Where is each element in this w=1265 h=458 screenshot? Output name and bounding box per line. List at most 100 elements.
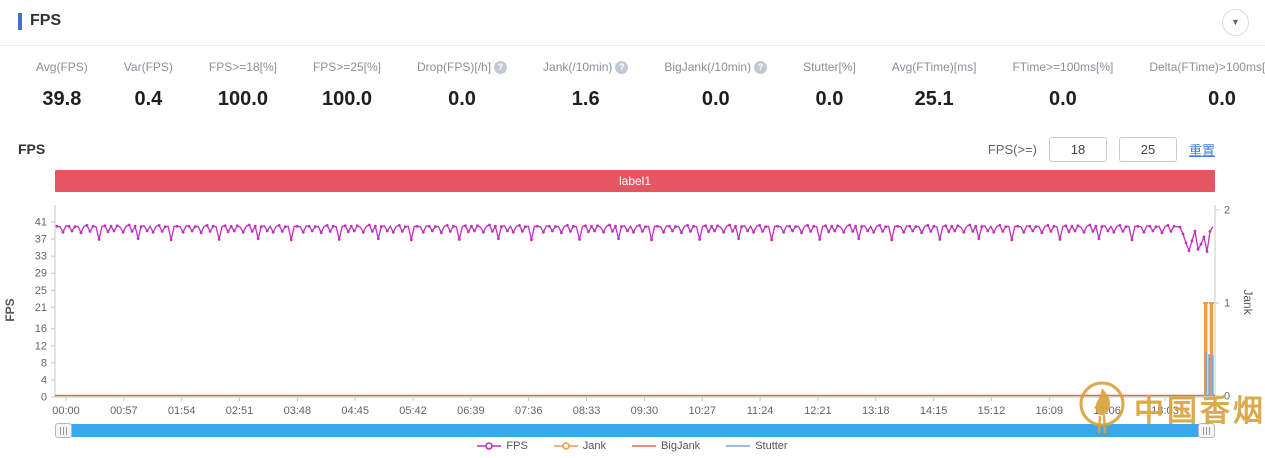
stat-7: Stutter[%] 0.0	[797, 60, 862, 111]
stat-value: 0.0	[701, 88, 730, 110]
legend-marker-icon	[477, 442, 502, 450]
legend-item-bigjank[interactable]: BigJank	[632, 440, 700, 452]
svg-text:1: 1	[1224, 298, 1230, 310]
stat-value: 1.6	[571, 88, 600, 110]
stat-value: 0.0	[1208, 88, 1236, 110]
legend-label: FPS	[506, 440, 528, 452]
stat-label: FPS>=25[%]	[312, 60, 382, 74]
stat-label: Avg(FTime)[ms]	[891, 60, 977, 74]
stat-value: 100.0	[321, 88, 373, 110]
svg-text:00:57: 00:57	[110, 405, 138, 417]
fps-threshold-input-1[interactable]	[1048, 137, 1107, 162]
stat-label: Var(FPS)	[123, 60, 173, 74]
svg-text:04:45: 04:45	[341, 405, 369, 417]
svg-text:Jank: Jank	[1241, 289, 1255, 315]
svg-text:10:27: 10:27	[688, 405, 716, 417]
svg-text:14:15: 14:15	[920, 405, 948, 417]
stat-9: FTime>=100ms[%] 0.0	[1006, 60, 1119, 111]
stat-3: FPS>=25[%] 100.0	[307, 60, 387, 111]
accent-bar	[18, 12, 22, 30]
svg-text:17:06: 17:06	[1093, 405, 1121, 417]
legend-label: BigJank	[661, 440, 701, 452]
stat-6: BigJank(/10min)? 0.0	[658, 60, 773, 111]
help-icon[interactable]: ?	[615, 60, 629, 74]
stat-1: Var(FPS) 0.4	[118, 60, 179, 111]
stat-value: 39.8	[42, 88, 82, 110]
svg-text:01:54: 01:54	[168, 405, 196, 417]
svg-text:4: 4	[41, 374, 47, 386]
svg-text:29: 29	[35, 268, 47, 280]
chart-legend: FPS Jank BigJank Stutter	[0, 440, 1265, 452]
stat-value: 25.1	[914, 88, 954, 110]
chart-axis-title: FPS	[18, 141, 46, 157]
legend-item-jank[interactable]: Jank	[553, 440, 607, 452]
stat-value: 0.0	[448, 88, 476, 110]
stat-label: Drop(FPS)[/h]?	[417, 60, 508, 74]
legend-item-fps[interactable]: FPS	[477, 440, 528, 452]
stat-label: Jank(/10min)?	[543, 60, 629, 74]
svg-text:05:42: 05:42	[399, 405, 427, 417]
chart-scrollbar-track[interactable]	[56, 424, 1215, 437]
svg-text:06:39: 06:39	[457, 405, 485, 417]
fps-threshold-input-2[interactable]	[1118, 137, 1177, 162]
stat-label: Stutter[%]	[803, 60, 856, 74]
stat-value: 0.0	[1049, 88, 1077, 110]
svg-text:0: 0	[41, 392, 47, 404]
svg-text:0: 0	[1224, 391, 1230, 403]
stat-value: 100.0	[217, 88, 268, 110]
help-icon[interactable]: ?	[494, 60, 508, 74]
legend-label: Jank	[582, 440, 607, 452]
legend-marker-icon	[553, 442, 578, 450]
svg-text:25: 25	[35, 285, 47, 297]
stat-10: Delta(FTime)>100ms[/h]? 0.0	[1143, 60, 1265, 111]
stat-8: Avg(FTime)[ms] 25.1	[886, 60, 983, 111]
svg-text:03:48: 03:48	[284, 405, 312, 417]
scrollbar-handle-right[interactable]	[1198, 423, 1215, 438]
stat-label: Avg(FPS)	[36, 60, 88, 74]
svg-text:8: 8	[41, 357, 47, 369]
svg-text:09:30: 09:30	[631, 405, 659, 417]
header-divider	[0, 45, 1265, 46]
svg-text:11:24: 11:24	[747, 405, 774, 417]
caret-down-icon: ▼	[1231, 17, 1240, 27]
stat-label: BigJank(/10min)?	[664, 60, 768, 74]
svg-text:16: 16	[35, 323, 47, 335]
svg-text:2: 2	[1224, 205, 1230, 217]
stat-value: 0.0	[815, 88, 844, 110]
reset-link[interactable]: 重置	[1188, 143, 1215, 158]
svg-text:21: 21	[35, 302, 47, 314]
svg-text:33: 33	[35, 251, 47, 263]
fps-ge-label: FPS(>=)	[987, 142, 1037, 157]
stat-label: FTime>=100ms[%]	[1012, 60, 1114, 74]
scrollbar-handle-left[interactable]	[55, 423, 72, 438]
fps-threshold-controls: FPS(>=) 重置	[988, 137, 1215, 162]
svg-text:13:18: 13:18	[862, 405, 890, 417]
help-icon[interactable]: ?	[754, 60, 768, 74]
stat-label: Delta(FTime)>100ms[/h]?	[1149, 60, 1265, 74]
stat-2: FPS>=18[%] 100.0	[203, 60, 283, 111]
grip-icon	[59, 426, 68, 435]
stat-label: FPS>=18[%]	[208, 60, 277, 74]
svg-text:07:36: 07:36	[515, 405, 543, 417]
legend-marker-icon	[632, 445, 657, 447]
svg-text:41: 41	[35, 217, 47, 229]
timeline-label-banner: label1	[55, 170, 1215, 192]
panel-header: FPS	[18, 12, 61, 30]
svg-text:37: 37	[35, 234, 47, 246]
svg-text:12:21: 12:21	[804, 405, 832, 417]
collapse-button[interactable]: ▼	[1222, 9, 1249, 36]
stats-row: Avg(FPS) 39.8 Var(FPS) 0.4 FPS>=18[%] 100.0 FP…	[30, 60, 1265, 111]
stat-4: Drop(FPS)[/h]? 0.0	[411, 60, 513, 111]
legend-item-stutter[interactable]: Stutter	[726, 440, 788, 452]
stat-value: 0.4	[134, 88, 163, 110]
svg-text:12: 12	[35, 340, 47, 352]
svg-text:00:00: 00:00	[52, 405, 80, 417]
svg-text:FPS: FPS	[3, 298, 17, 321]
svg-text:02:51: 02:51	[226, 405, 254, 417]
svg-text:15:12: 15:12	[978, 405, 1006, 417]
panel-title: FPS	[30, 12, 62, 29]
svg-text:08:33: 08:33	[573, 405, 601, 417]
grip-icon	[1202, 426, 1211, 435]
